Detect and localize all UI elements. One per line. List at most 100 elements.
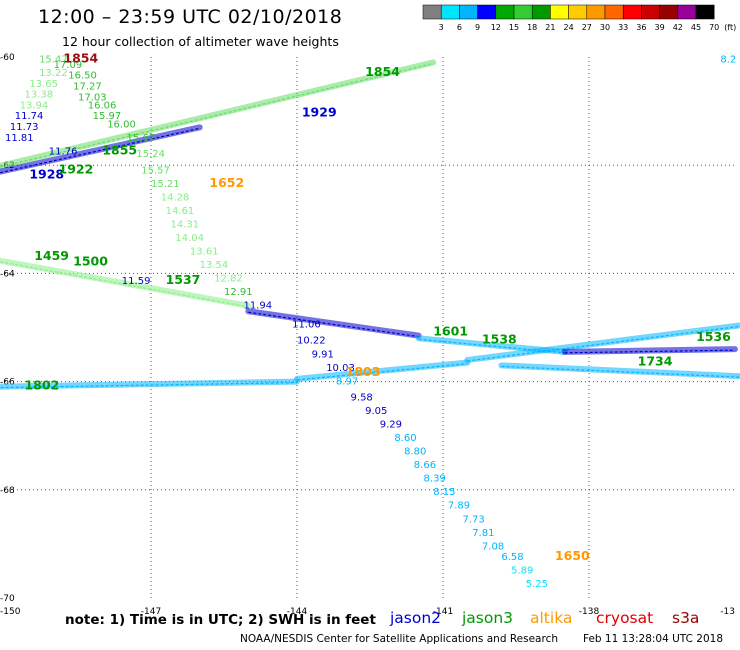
colorbar-swatch	[604, 4, 624, 20]
wave-height-label: 8.97	[336, 376, 358, 387]
dense-track	[245, 308, 422, 339]
pass-time-label: 1854	[365, 64, 400, 79]
colorbar-label: 21	[545, 23, 555, 32]
wave-height-label: 8.39	[424, 474, 446, 485]
wave-height-label: 9.05	[365, 406, 387, 417]
colorbar-unit: (ft)	[724, 23, 736, 32]
wave-height-label: 17.09	[54, 60, 83, 71]
wave-height-label: 11.76	[49, 146, 78, 157]
wave-height-label: 5.89	[511, 566, 533, 577]
wave-height-label: 9.29	[380, 420, 402, 431]
colorbar-label: 12	[491, 23, 501, 32]
dense-track-detail	[0, 382, 298, 389]
x-tick-label: -147	[141, 607, 161, 617]
x-tick-label: -138	[579, 607, 600, 617]
wave-height-label: 11.06	[292, 320, 321, 331]
wave-height-label: 16.50	[68, 71, 97, 82]
x-tick-label: -150	[0, 607, 21, 617]
satellite-legend-cryosat: cryosat	[596, 609, 654, 627]
colorbar-label: 30	[600, 23, 610, 32]
colorbar-swatch	[440, 4, 460, 20]
wave-height-label: 13.54	[200, 260, 229, 271]
colorbar-swatch	[495, 4, 515, 20]
wave-height-label: 13.38	[24, 90, 53, 101]
y-tick-label: -70	[0, 594, 15, 604]
wave-height-label: 14.61	[166, 206, 195, 217]
footer-note: note: 1) Time is in UTC; 2) SWH is in fe…	[65, 612, 376, 628]
colorbar-label: 42	[673, 23, 683, 32]
pass-time-label: 1855	[102, 142, 137, 157]
dense-track	[561, 346, 738, 355]
satellite-legend-s3a: s3a	[672, 609, 700, 627]
satellite-legend-jason3: jason3	[462, 609, 514, 627]
colorbar-label: 27	[582, 23, 592, 32]
colorbar-swatch	[677, 4, 697, 20]
pass-time-label: 1922	[59, 161, 94, 176]
colorbar-label: 39	[655, 23, 665, 32]
colorbar-swatch	[513, 4, 533, 20]
wave-height-label: 16.00	[107, 119, 136, 130]
y-tick-label: -60	[0, 53, 15, 63]
colorbar-swatch	[659, 4, 679, 20]
x-tick-label: -13	[720, 607, 735, 617]
pass-time-label: 1928	[29, 167, 64, 182]
colorbar-label: 18	[527, 23, 537, 32]
wave-height-label: 8.60	[394, 433, 416, 444]
dense-track	[498, 362, 740, 380]
dense-track	[0, 378, 300, 390]
wave-height-label: 9.58	[351, 393, 373, 404]
wave-height-label: 8.2	[720, 54, 736, 65]
wave-height-label: 17.27	[73, 81, 102, 92]
colorbar-label: 45	[691, 23, 701, 32]
wave-height-label: 13.22	[39, 68, 68, 79]
wave-height-label: 7.73	[462, 514, 484, 525]
colorbar-label: 3	[439, 23, 444, 32]
pass-time-label: 1803	[346, 364, 381, 379]
dense-track-detail	[248, 311, 419, 338]
colorbar-swatch	[568, 4, 588, 20]
wave-height-label: 17.03	[78, 92, 107, 103]
pass-time-label: 1854	[63, 50, 98, 65]
wave-height-label: 13.65	[29, 79, 58, 90]
x-tick-label: -141	[433, 607, 453, 617]
wave-height-label: 11.74	[15, 111, 44, 122]
dense-track-detail	[296, 363, 468, 381]
colorbar-swatch	[531, 4, 551, 20]
wave-height-label: 8.80	[404, 447, 426, 458]
dense-track	[0, 59, 437, 170]
wave-height-label: 12.82	[214, 274, 243, 285]
wave-height-label: 14.28	[161, 192, 190, 203]
y-tick-label: -64	[0, 269, 15, 279]
wave-height-label: 11.59	[122, 276, 151, 287]
dense-track-detail	[467, 325, 740, 362]
wave-height-label: 8.15	[433, 487, 455, 498]
colorbar-label: 33	[618, 23, 628, 32]
dense-track	[294, 359, 471, 382]
y-tick-label: -68	[0, 486, 15, 496]
wave-height-label: 11.81	[5, 133, 34, 144]
wave-height-label: 15.24	[136, 149, 165, 160]
wave-height-label: 12.91	[224, 287, 253, 298]
dense-track-detail	[0, 62, 434, 168]
wave-height-label: 14.31	[170, 219, 199, 230]
pass-time-label: 1652	[209, 175, 244, 190]
dense-track-detail	[0, 261, 249, 308]
chart-subtitle: 12 hour collection of altimeter wave hei…	[62, 34, 339, 49]
dense-track	[464, 322, 740, 363]
colorbar-swatch	[641, 4, 660, 20]
dense-track	[0, 257, 252, 309]
wave-height-label: 13.94	[20, 100, 49, 111]
pass-time-label: 1929	[302, 105, 337, 120]
pass-time-label: 1500	[73, 253, 108, 268]
satellite-legend-jason2: jason2	[390, 609, 442, 627]
pass-time-label: 1601	[433, 324, 468, 339]
dense-track	[0, 124, 203, 175]
pass-time-label: 1459	[34, 248, 69, 263]
pass-time-label: 1538	[482, 332, 517, 347]
pass-time-label: 1537	[166, 272, 201, 287]
y-tick-label: -66	[0, 378, 15, 388]
colorbar-label: 9	[475, 23, 480, 32]
wave-height-label: 7.89	[448, 501, 470, 512]
footer-timestamp: Feb 11 13:28:04 UTC 2018	[583, 633, 723, 645]
